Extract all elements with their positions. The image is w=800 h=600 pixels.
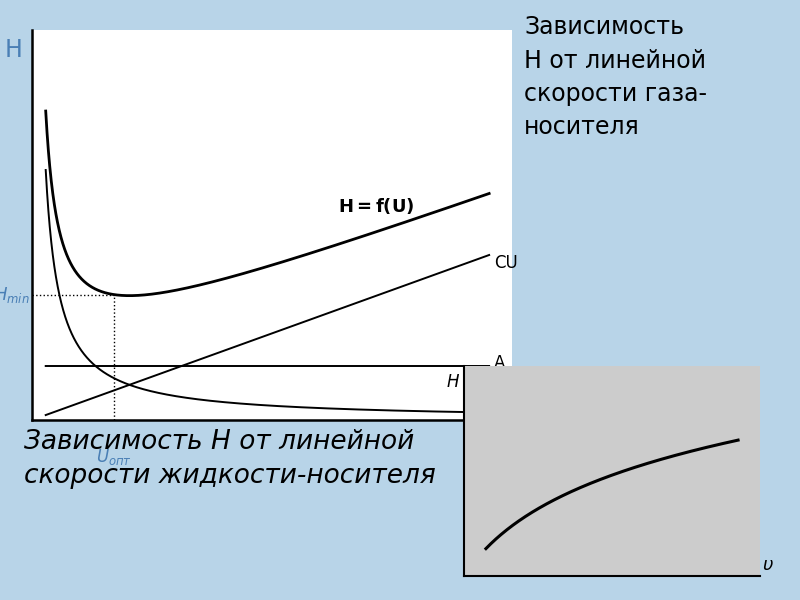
Text: Зависимость Н от линейной
скорости жидкости-носителя: Зависимость Н от линейной скорости жидко… [24,429,436,489]
Text: υ: υ [762,556,773,574]
Text: H: H [446,373,459,391]
Text: A: A [494,354,505,372]
Text: $H_{min}$: $H_{min}$ [0,284,30,305]
Text: $U_{опт}$: $U_{опт}$ [96,447,132,467]
Text: $\mathbf{H=}$$\mathit{\mathbf{f}}$$\mathbf{(U)}$: $\mathbf{H=}$$\mathit{\mathbf{f}}$$\math… [338,196,415,216]
Text: B/U: B/U [494,400,523,418]
Text: H: H [5,38,22,62]
Text: Зависимость
Н от линейной
скорости газа-
носителя: Зависимость Н от линейной скорости газа-… [524,15,707,139]
Text: U: U [517,429,534,453]
Text: CU: CU [494,254,518,272]
